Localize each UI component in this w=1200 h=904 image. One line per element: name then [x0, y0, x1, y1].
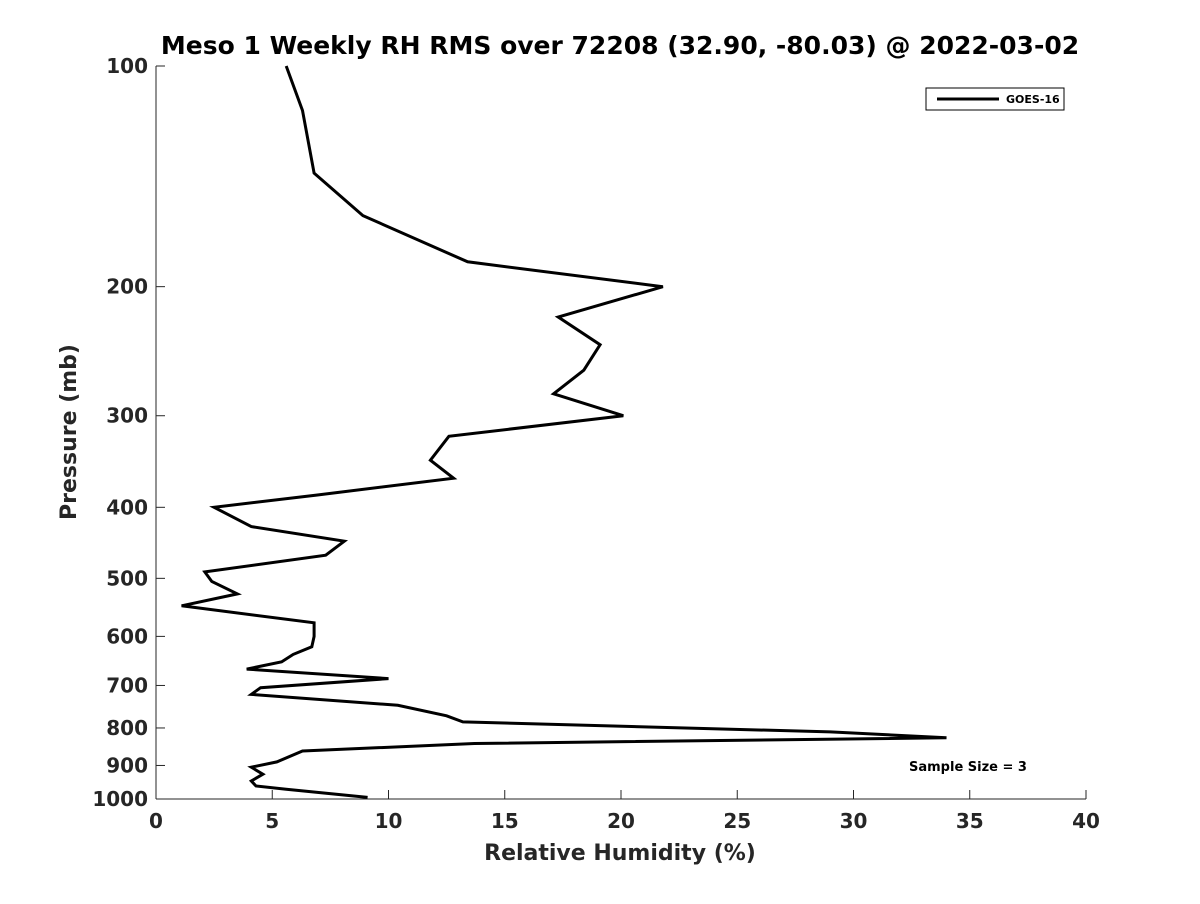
y-tick-label: 500 [106, 566, 148, 590]
x-tick-label: 35 [956, 809, 984, 833]
y-axis: 100 200 300 400 500 600 700 800 900 1000 [92, 54, 165, 811]
x-tick-label: 10 [375, 809, 403, 833]
y-tick-label: 100 [106, 54, 148, 78]
legend: GOES-16 [925, 87, 1065, 111]
x-axis: 0 5 10 15 20 25 30 35 40 [149, 790, 1100, 833]
series-line-goes-16 [181, 65, 947, 799]
y-axis-label: Pressure (mb) [57, 344, 82, 520]
y-tick-label: 1000 [92, 787, 148, 811]
y-tick-label: 700 [106, 673, 148, 697]
x-tick-label: 20 [607, 809, 635, 833]
y-tick-label: 600 [106, 624, 148, 648]
y-tick-label: 300 [106, 404, 148, 428]
x-tick-label: 30 [840, 809, 868, 833]
y-tick-label: 800 [106, 716, 148, 740]
x-tick-label: 40 [1072, 809, 1100, 833]
x-tick-label: 15 [491, 809, 519, 833]
x-tick-label: 5 [265, 809, 279, 833]
y-tick-label: 200 [106, 275, 148, 299]
legend-label-goes-16: GOES-16 [1006, 93, 1060, 106]
sample-size-annotation: Sample Size = 3 [909, 760, 1027, 775]
x-tick-label: 0 [149, 809, 163, 833]
y-tick-label: 900 [106, 753, 148, 777]
chart-title: Meso 1 Weekly RH RMS over 72208 (32.90, … [161, 31, 1079, 60]
series-layer [181, 65, 947, 799]
x-tick-label: 25 [723, 809, 751, 833]
x-axis-label: Relative Humidity (%) [484, 841, 756, 866]
y-tick-label: 400 [106, 495, 148, 519]
